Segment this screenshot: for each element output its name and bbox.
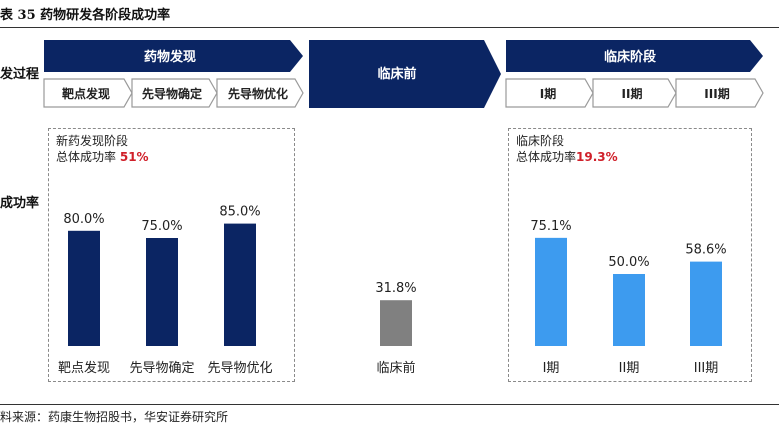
- bar-3: [224, 223, 256, 346]
- category-label: II期: [619, 361, 640, 376]
- step-label: III期: [704, 86, 729, 101]
- bar-1: [68, 230, 100, 346]
- bar-2: [146, 238, 178, 346]
- bar-value-label: 50.0%: [608, 255, 649, 270]
- bar-7: [690, 261, 722, 346]
- discovery-box-rate-line: 总体成功率 51%: [56, 150, 149, 165]
- rate-prefix: 总体成功率: [516, 150, 577, 164]
- category-label: 临床前: [376, 360, 415, 376]
- bar-value-label: 75.1%: [530, 219, 571, 234]
- step-label: 先导物确定: [142, 86, 202, 101]
- step-label: 先导物优化: [228, 86, 288, 101]
- step-arrow: [43, 78, 133, 108]
- discovery-stage-arrow: [44, 40, 303, 72]
- category-label: III期: [694, 361, 719, 376]
- row-label-process: 发过程: [0, 67, 40, 82]
- bar-5: [535, 237, 567, 346]
- step-arrow: [505, 78, 594, 108]
- category-label: 先导物优化: [207, 361, 272, 376]
- clinical-overall-rate: 19.3%: [576, 150, 618, 164]
- step-arrow: [675, 78, 764, 108]
- rate-prefix: 总体成功率: [56, 150, 117, 164]
- chart-title: 表 35 药物研发各阶段成功率: [0, 8, 171, 23]
- bar-6: [613, 274, 645, 346]
- row-label-success-rate: 成功率: [0, 196, 40, 211]
- step-label: I期: [540, 86, 556, 101]
- bar-value-label: 31.8%: [375, 281, 416, 296]
- preclinical-stage-label: 临床前: [377, 66, 416, 82]
- success-rate-bar-chart: 80.0% 靶点发现 75.0% 先导物确定 85.0% 先导物优化 31.8% 临床前 75.…: [58, 205, 727, 376]
- clinical-box-rate-line: 总体成功率19.3%: [516, 150, 618, 165]
- discovery-box-title: 新药发现阶段: [56, 134, 129, 148]
- clinical-stage-label: 临床阶段: [604, 49, 656, 65]
- step-label: 靶点发现: [62, 86, 110, 101]
- category-label: 靶点发现: [58, 360, 110, 376]
- discovery-summary-box: [48, 128, 295, 382]
- source-note: 料来源：药康生物招股书，华安证券研究所: [0, 410, 229, 424]
- bar-4: [380, 300, 412, 346]
- step-label: II期: [622, 86, 643, 101]
- step-arrow: [592, 78, 677, 108]
- clinical-summary-box: [508, 128, 752, 382]
- bar-value-label: 80.0%: [63, 212, 104, 227]
- category-label: 先导物确定: [129, 361, 194, 376]
- top-divider: [0, 27, 779, 28]
- bar-value-label: 58.6%: [685, 243, 726, 258]
- step-arrow: [216, 78, 304, 108]
- clinical-stage-arrow: [506, 40, 763, 72]
- category-label: I期: [543, 361, 560, 376]
- discovery-stage-label: 药物发现: [144, 49, 196, 65]
- preclinical-stage-arrow: [309, 40, 501, 108]
- process-flow: 药物发现 靶点发现 先导物确定 先导物优化 临床前 临床阶段 I期 II期 II…: [43, 40, 764, 108]
- clinical-box-title: 临床阶段: [516, 134, 565, 148]
- bar-value-label: 85.0%: [219, 205, 260, 220]
- step-arrow: [131, 78, 218, 108]
- bar-value-label: 75.0%: [141, 219, 182, 234]
- discovery-overall-rate: 51%: [119, 150, 149, 164]
- bottom-divider: [0, 404, 779, 405]
